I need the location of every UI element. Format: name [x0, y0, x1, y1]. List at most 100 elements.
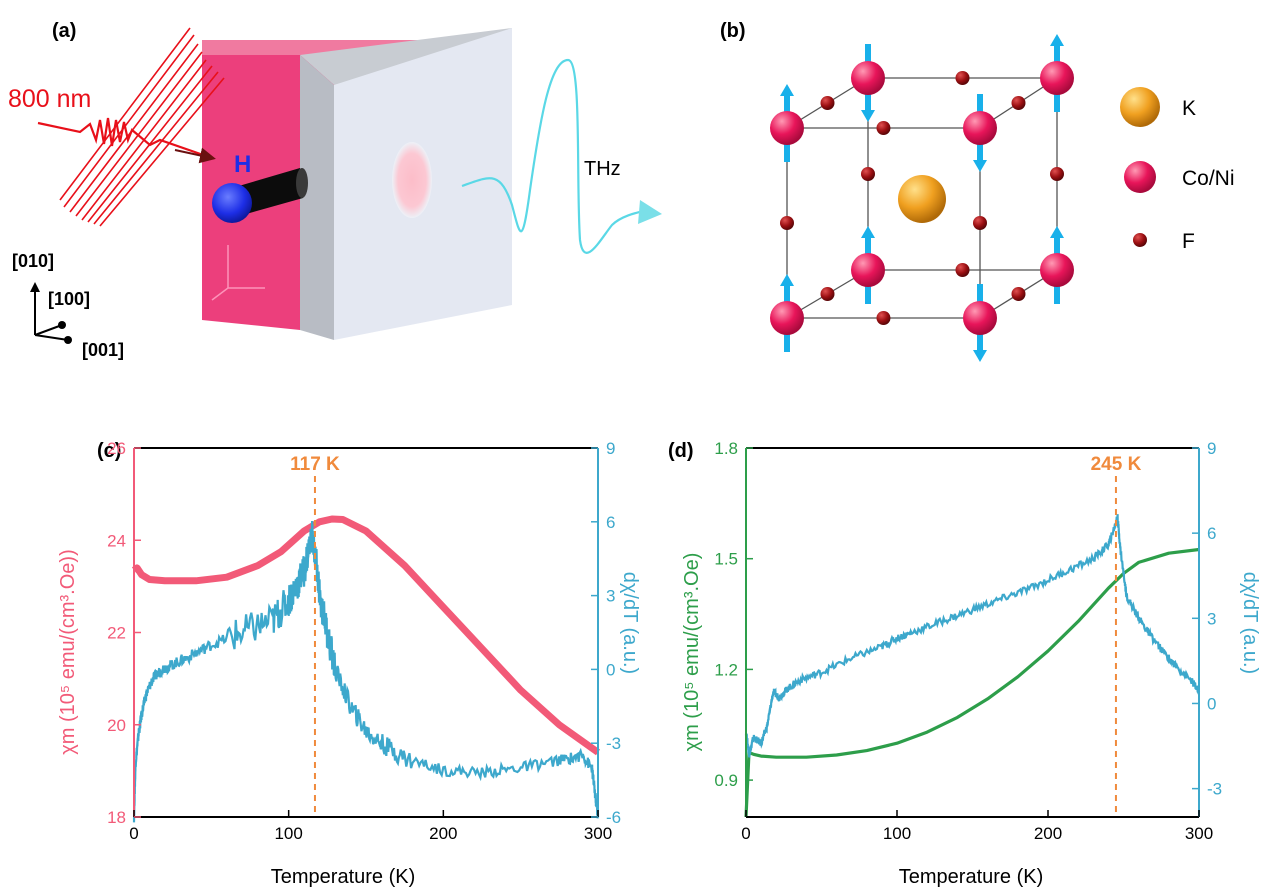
y-right-tick-label: 0 — [1207, 694, 1216, 713]
y-right-tick-label: 6 — [1207, 524, 1216, 543]
thz-wave — [461, 58, 649, 254]
y-left-tick-label: 26 — [107, 439, 126, 458]
axis-label-100: [100] — [48, 289, 90, 309]
thz-arrowhead — [638, 200, 662, 224]
spin-arrowhead — [780, 274, 794, 286]
chart-c: 0 100 200 300 18 20 22 24 26 -6 -3 0 3 6 9 117 K — [107, 439, 621, 843]
x-tick-label: 200 — [1034, 824, 1062, 843]
x-tick-label: 200 — [429, 824, 457, 843]
series-dchi-dt — [132, 520, 600, 823]
coni-atom — [851, 253, 885, 287]
legend-coni-label: Co/Ni — [1182, 167, 1235, 190]
y-right-tick-label: 3 — [606, 587, 615, 606]
y-right-tick-label: -3 — [606, 734, 621, 753]
spin-arrowhead — [1050, 34, 1064, 46]
chart-d-xlabel: Temperature (K) — [899, 866, 1044, 888]
coni-atom — [770, 301, 804, 335]
chart-d-ylabel-left: χm (10⁵ emu/(cm³.Oe) — [681, 553, 703, 752]
panel-d: (d) 0 100 200 300 0.9 1.2 1.5 1.8 -3 0 3 6 9 245 K Te… — [668, 439, 1261, 888]
chart-d: 0 100 200 300 0.9 1.2 1.5 1.8 -3 0 3 6 9 245 K — [714, 439, 1222, 843]
f-atom — [1050, 167, 1064, 181]
legend-coni-icon — [1124, 161, 1156, 193]
panel-a-label: (a) — [52, 20, 76, 42]
f-atom — [1011, 96, 1026, 110]
chart-c-ylabel-left: χm (10⁵ emu/(cm³.Oe)) — [57, 549, 79, 754]
field-arrow: H — [212, 151, 308, 223]
series-chi-m — [744, 547, 1200, 818]
field-head — [212, 183, 252, 223]
f-atom — [861, 167, 875, 181]
coni-atom — [1040, 253, 1074, 287]
y-right-tick-label: -6 — [606, 808, 621, 827]
y-right-tick-label: 9 — [1207, 439, 1216, 458]
y-left-tick-label: 22 — [107, 624, 126, 643]
spin-arrowhead — [1050, 226, 1064, 238]
f-atom — [820, 287, 835, 301]
series-chi-m — [131, 515, 601, 756]
axis-label-010: [010] — [12, 251, 54, 271]
coni-atom — [963, 301, 997, 335]
y-right-tick-label: 9 — [606, 439, 615, 458]
laser-pulse — [37, 27, 225, 227]
y-left-tick-label: 20 — [107, 716, 126, 735]
k-atom — [898, 175, 946, 223]
field-label: H — [234, 151, 251, 178]
spin-arrowhead — [973, 350, 987, 362]
emission-spot — [392, 142, 432, 218]
f-atom — [955, 71, 970, 85]
coni-atom — [770, 111, 804, 145]
x-tick-label: 100 — [883, 824, 911, 843]
y-right-tick-label: 3 — [1207, 609, 1216, 628]
chart-c-ylabel-right: dχ/dT (a.u.) — [619, 572, 641, 674]
chart-c-xlabel: Temperature (K) — [271, 866, 416, 888]
x-tick-label: 300 — [584, 824, 612, 843]
x-tick-label: 100 — [274, 824, 302, 843]
legend-f-label: F — [1182, 230, 1195, 253]
panel-c-label: (c) — [97, 440, 121, 462]
coni-atom — [1040, 61, 1074, 95]
crystal-top-gray — [300, 28, 512, 85]
y-right-tick-label: 6 — [606, 513, 615, 532]
coni-atom — [963, 111, 997, 145]
legend-f-icon — [1133, 233, 1147, 247]
y-left-tick-label: 24 — [107, 531, 126, 550]
panel-c: (c) 0 100 200 300 18 20 22 24 26 -6 -3 0 3 6 9 117 K Te… — [57, 439, 641, 888]
transition-marker-label: 245 K — [1091, 454, 1142, 475]
y-right-tick-label: -3 — [1207, 780, 1222, 799]
panel-a: (a) H 800 nm — [8, 20, 662, 360]
f-atom — [955, 263, 970, 277]
y-left-tick-label: 1.5 — [714, 550, 738, 569]
thz-label: THz — [584, 158, 621, 180]
x-tick-label: 300 — [1185, 824, 1213, 843]
panel-d-label: (d) — [668, 440, 694, 462]
axis-label-001: [001] — [82, 340, 124, 360]
y-right-tick-label: 0 — [606, 660, 615, 679]
spin-arrowhead — [973, 160, 987, 172]
spin-arrowhead — [780, 84, 794, 96]
panel-b: (b) K Co/Ni F — [720, 20, 1235, 362]
legend-k-icon — [1120, 87, 1160, 127]
panel-b-label: (b) — [720, 20, 746, 42]
f-atom — [780, 216, 794, 230]
x-tick-label: 0 — [741, 824, 750, 843]
y-left-tick-label: 18 — [107, 808, 126, 827]
crystal-side-gray — [300, 55, 334, 340]
spin-arrowhead — [861, 226, 875, 238]
lattice — [770, 34, 1074, 362]
chart-d-ylabel-right: dχ/dT (a.u.) — [1239, 572, 1261, 674]
spin-arrowhead — [861, 110, 875, 122]
legend-k-label: K — [1182, 97, 1196, 120]
faint-axes — [211, 245, 265, 301]
transition-marker-label: 117 K — [290, 454, 340, 475]
f-atom — [1011, 287, 1026, 301]
x-tick-label: 0 — [129, 824, 138, 843]
lattice-legend: K Co/Ni F — [1120, 87, 1235, 253]
f-atom — [876, 121, 891, 135]
y-left-tick-label: 1.8 — [714, 439, 738, 458]
laser-label: 800 nm — [8, 85, 91, 113]
y-left-tick-label: 0.9 — [714, 771, 738, 790]
coni-atom — [851, 61, 885, 95]
f-atom — [876, 311, 891, 325]
f-atom — [820, 96, 835, 110]
